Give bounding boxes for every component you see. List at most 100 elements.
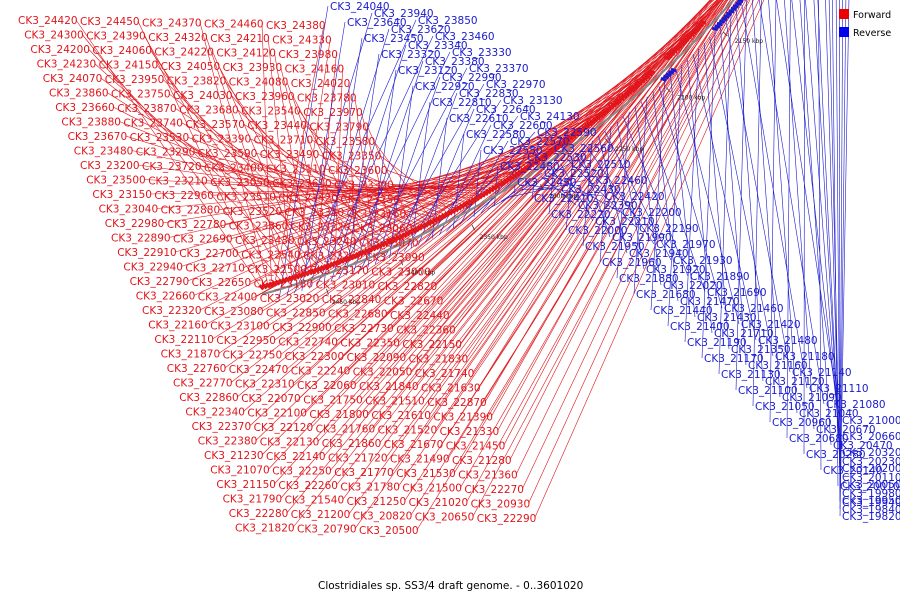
forward-feature (599, 111, 607, 116)
forward-gene-label: CK3_24390 (86, 31, 146, 43)
reverse-gene-label: CK3_21960 (602, 257, 662, 269)
forward-feature (360, 249, 368, 256)
forward-gene-label: CK3_23350 (322, 150, 382, 162)
forward-gene-label: CK3_22060 (297, 380, 357, 392)
reverse-gene-label: CK3_21090 (782, 392, 842, 404)
forward-gene-label: CK3_22360 (396, 324, 456, 336)
forward-feature (335, 259, 342, 266)
reverse-connector (548, 167, 555, 215)
reverse-gene-label: CK3_21130 (721, 369, 781, 381)
forward-feature (416, 224, 423, 231)
forward-feature (545, 150, 552, 157)
forward-gene-label: CK3_22540 (241, 249, 301, 261)
reverse-feature (711, 26, 719, 32)
reverse-connector (658, 86, 723, 309)
reverse-gene-label: CK3_22590 (537, 127, 597, 139)
forward-feature (467, 198, 474, 205)
reverse-gene-label: CK3_23640 (347, 17, 407, 29)
forward-feature (446, 209, 454, 216)
forward-gene-label: CK3_23960 (235, 91, 295, 103)
forward-feature (605, 106, 612, 112)
reverse-feature (716, 21, 723, 27)
reverse-gene-label: CK3_21440 (653, 305, 713, 317)
forward-feature (589, 119, 596, 125)
forward-gene-label: CK3_24300 (24, 30, 84, 42)
legend-forward-label: Forward (853, 10, 891, 21)
forward-gene-label: CK3_23390 (192, 133, 252, 145)
forward-connector (255, 0, 713, 441)
forward-gene-label: CK3_22250 (272, 466, 332, 478)
forward-gene-label: CK3_22070 (241, 393, 301, 405)
forward-connector (237, 3, 717, 398)
forward-feature (345, 255, 352, 262)
reverse-gene-label: CK3_20280 (806, 449, 866, 461)
forward-gene-label: CK3_21200 (291, 509, 351, 521)
forward-feature (618, 96, 625, 101)
tick-label: 2300 kbp (549, 193, 577, 200)
forward-gene-label: CK3_22950 (216, 335, 276, 347)
forward-connector (261, 23, 272, 282)
forward-feature (502, 178, 510, 184)
forward-connector (267, 0, 711, 470)
reverse-gene-label: CK3_21140 (792, 367, 852, 379)
forward-gene-label: CK3_22260 (278, 480, 338, 492)
forward-gene-label: CK3_22860 (179, 392, 239, 404)
reverse-connector (301, 21, 346, 291)
forward-gene-label: CK3_23670 (68, 131, 128, 143)
forward-feature (293, 273, 301, 280)
reverse-gene-label: CK3_22810 (432, 97, 492, 109)
forward-gene-label: CK3_24220 (154, 46, 214, 58)
forward-feature (271, 280, 278, 287)
forward-gene-label: CK3_22140 (266, 451, 326, 463)
forward-gene-label: CK3_21070 (210, 465, 270, 477)
reverse-connector (640, 101, 706, 293)
forward-connector (230, 94, 367, 249)
reverse-gene-label: CK3_22450 (517, 177, 577, 189)
reverse-gene-label: CK3_21990 (612, 232, 672, 244)
forward-connector (81, 34, 280, 280)
reverse-gene-label: CK3_22480 (500, 161, 560, 173)
forward-gene-label: CK3_23260 (303, 251, 363, 263)
reverse-connector (560, 163, 594, 222)
forward-gene-label: CK3_23780 (297, 92, 357, 104)
forward-gene-label: CK3_23440 (247, 120, 307, 132)
forward-gene-label: CK3_21860 (322, 438, 382, 450)
reverse-connector (818, 0, 822, 471)
forward-gene-label: CK3_22840 (322, 294, 382, 306)
forward-gene-label: CK3_22660 (136, 291, 196, 303)
forward-feature (641, 76, 648, 82)
reverse-connector (294, 19, 417, 294)
forward-gene-label: CK3_23070 (359, 237, 419, 249)
forward-gene-label: CK3_23720 (142, 161, 202, 173)
forward-connector (212, 51, 308, 271)
reverse-feature (735, 1, 742, 6)
tick-mark (326, 288, 329, 295)
reverse-connector (768, 0, 798, 414)
reverse-connector (286, 12, 373, 296)
forward-feature (511, 173, 518, 179)
reverse-gene-label: CK3_23850 (418, 15, 478, 27)
forward-connector (360, 111, 394, 237)
forward-connector (317, 153, 447, 212)
forward-feature (536, 156, 544, 162)
forward-gene-label: CK3_23570 (185, 119, 245, 131)
reverse-connector (805, 0, 841, 453)
forward-connector (193, 151, 439, 216)
forward-feature (505, 176, 513, 183)
forward-gene-label: CK3_23100 (210, 321, 270, 333)
forward-gene-label: CK3_22680 (328, 309, 388, 321)
reverse-gene-label: CK3_23120 (398, 65, 458, 77)
tick-mark (604, 138, 610, 144)
forward-gene-label: CK3_22160 (148, 320, 208, 332)
forward-connector (243, 123, 405, 232)
reverse-gene-label: CK3_22610 (449, 113, 509, 125)
reverse-connector (487, 163, 570, 210)
forward-gene-label: CK3_22150 (402, 339, 462, 351)
forward-feature (671, 48, 678, 54)
forward-gene-label: CK3_22700 (179, 248, 239, 260)
forward-gene-label: CK3_21500 (402, 483, 462, 495)
reverse-gene-label: CK3_20110 (842, 472, 900, 484)
forward-feature (528, 162, 535, 168)
reverse-gene-label: CK3_22580 (466, 129, 526, 141)
reverse-gene-label: CK3_22560 (554, 143, 614, 155)
